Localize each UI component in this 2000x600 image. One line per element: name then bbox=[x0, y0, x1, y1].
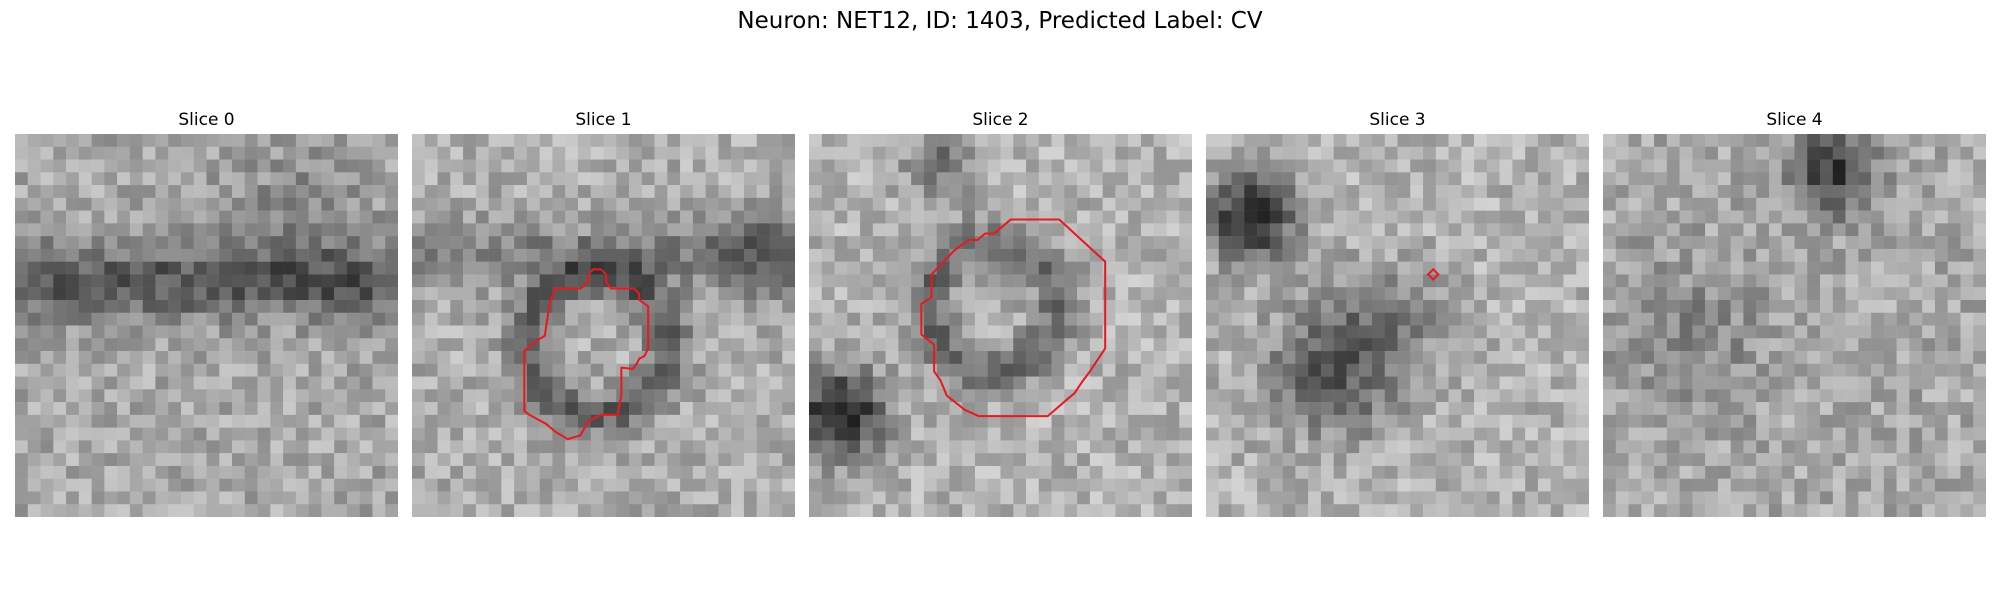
panel-title-slice-2: Slice 2 bbox=[972, 110, 1029, 130]
image-panel-slice-2 bbox=[809, 134, 1192, 517]
image-slice-4 bbox=[1603, 134, 1986, 517]
image-slice-2 bbox=[809, 134, 1192, 517]
figure-title: Neuron: NET12, ID: 1403, Predicted Label… bbox=[737, 8, 1263, 34]
roi-contour bbox=[920, 218, 1107, 418]
image-panel-slice-4 bbox=[1603, 134, 1986, 517]
roi-contour bbox=[1426, 267, 1440, 281]
image-slice-0 bbox=[15, 134, 398, 517]
image-panel-slice-0 bbox=[15, 134, 398, 517]
image-panel-slice-1 bbox=[412, 134, 795, 517]
image-panel-slice-3 bbox=[1206, 134, 1589, 517]
panel-title-slice-0: Slice 0 bbox=[178, 110, 235, 130]
panel-title-slice-3: Slice 3 bbox=[1369, 110, 1426, 130]
panel-title-slice-4: Slice 4 bbox=[1766, 110, 1823, 130]
image-slice-3 bbox=[1206, 134, 1589, 517]
roi-contour bbox=[523, 268, 650, 441]
panel-title-slice-1: Slice 1 bbox=[575, 110, 632, 130]
image-slice-1 bbox=[412, 134, 795, 517]
